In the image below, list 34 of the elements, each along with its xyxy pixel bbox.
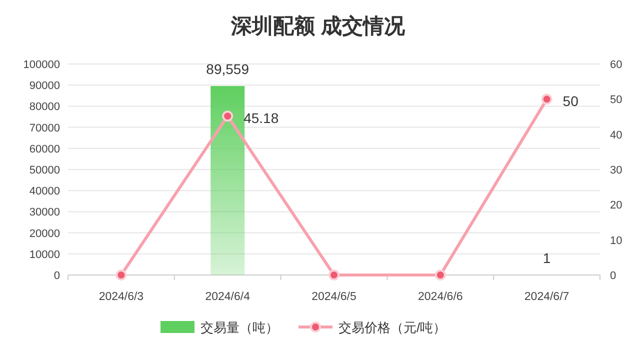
x-tick-label: 2024/6/4: [205, 291, 251, 303]
y-tick-label: 100000: [23, 59, 60, 71]
y-tick-label: 50000: [29, 164, 60, 176]
y-tick-label: 90000: [29, 80, 60, 92]
x-tick-label: 2024/6/7: [524, 291, 570, 303]
y2-tick-label: 40: [610, 129, 622, 142]
data-label: 89,559: [206, 61, 250, 78]
y-tick-label: 70000: [29, 122, 60, 134]
y-tick-label: 80000: [29, 101, 60, 114]
y2-tick-label: 60: [610, 59, 622, 71]
y2-tick-label: 20: [610, 200, 622, 212]
point: [541, 94, 552, 105]
x-tick-label: 2024/6/3: [98, 291, 144, 303]
y2-tick-label: 0: [610, 270, 616, 282]
y2-tick-label: 10: [610, 234, 622, 247]
point: [116, 270, 127, 280]
point: [222, 110, 234, 122]
data-label: 1: [542, 250, 551, 266]
chart-title: 深圳配额 成交情况: [230, 14, 406, 38]
y-tick-label: 60000: [29, 143, 60, 156]
data-label: 50: [562, 93, 579, 110]
y-tick-label: 20000: [29, 228, 60, 240]
point: [328, 270, 340, 280]
y-tick-label: 40000: [29, 186, 60, 198]
y2-tick-label: 30: [610, 164, 622, 176]
x-tick-label: 2024/6/5: [312, 291, 356, 303]
y-tick-label: 10000: [29, 248, 60, 261]
y-tick-label: 0: [54, 270, 60, 282]
point: [434, 270, 446, 280]
y2-tick-label: 50: [610, 94, 622, 106]
legend-label: 交易量（吨）: [200, 320, 278, 335]
y-tick-label: 30000: [29, 206, 60, 219]
x-tick-label: 2024/6/6: [418, 291, 463, 303]
legend-label: 交易价格（元/吨）: [338, 320, 446, 335]
